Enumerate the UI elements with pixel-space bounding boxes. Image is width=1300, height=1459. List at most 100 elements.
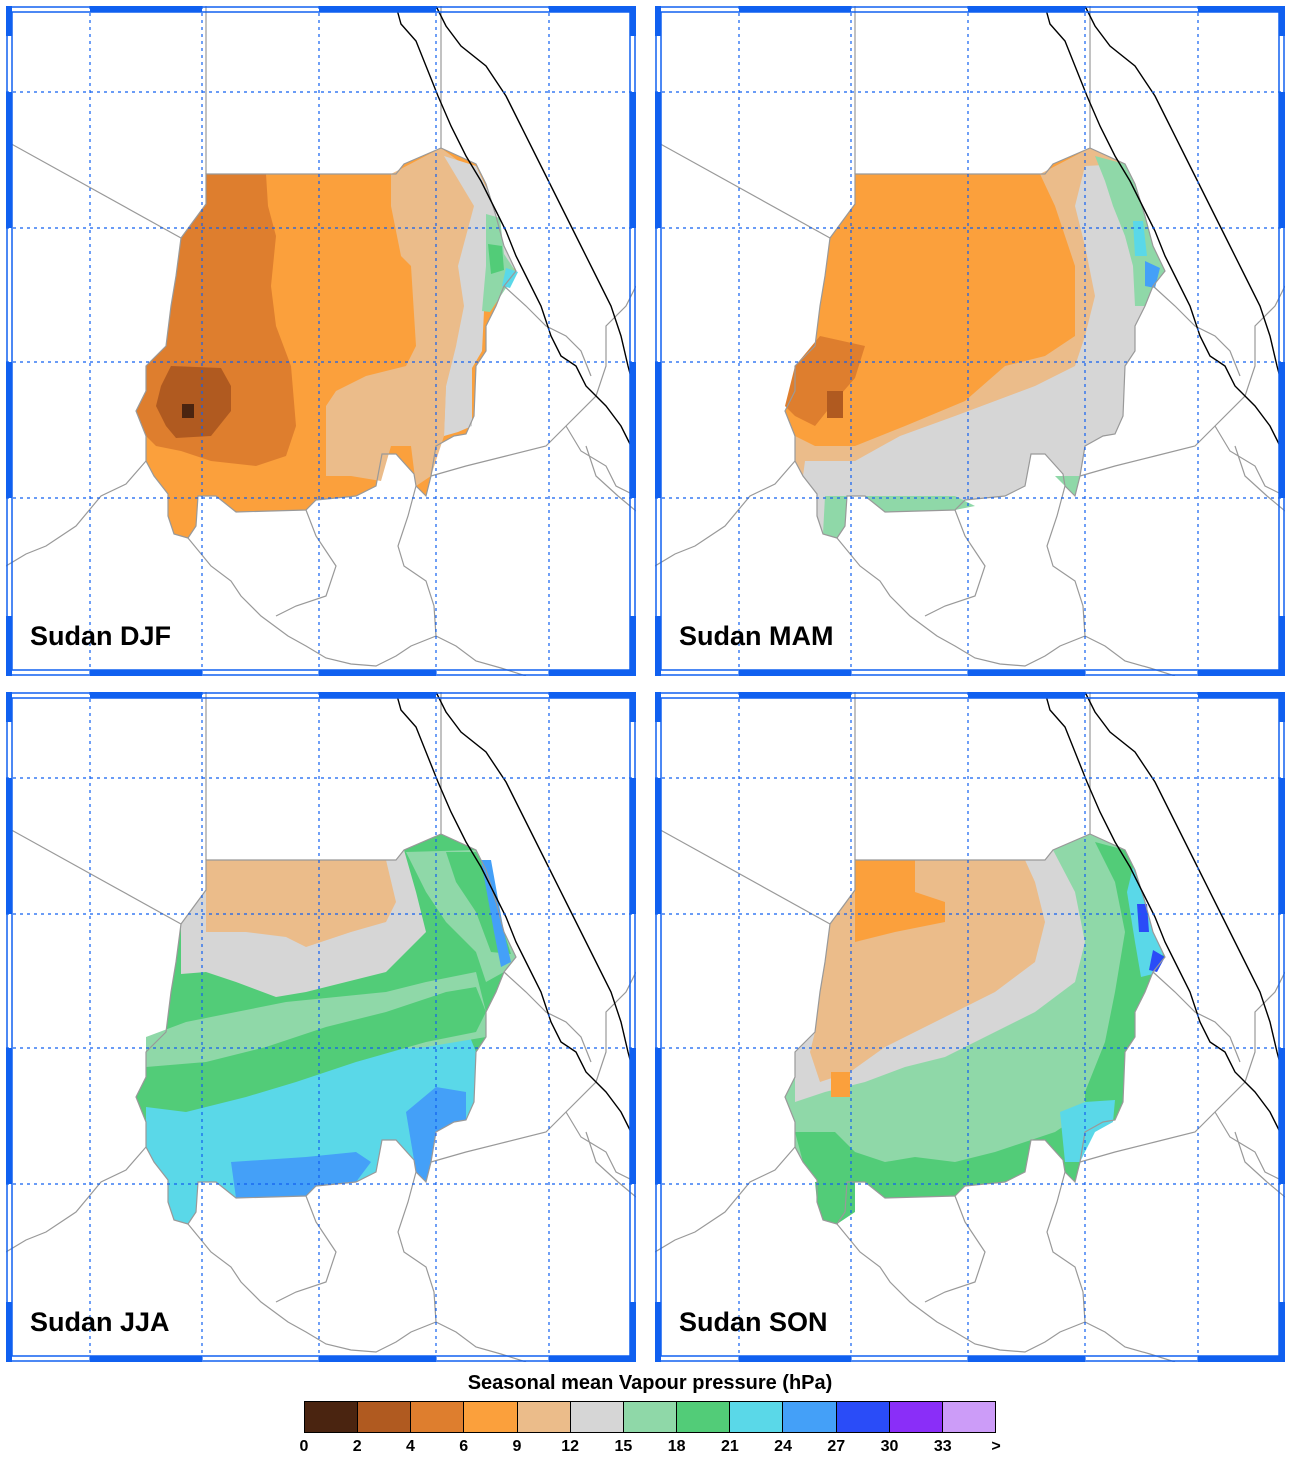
legend-title: Seasonal mean Vapour pressure (hPa) bbox=[467, 1372, 833, 1394]
country-border-line bbox=[6, 460, 147, 567]
frame-tick-right bbox=[630, 1048, 636, 1184]
coastline-line bbox=[435, 6, 636, 397]
vapour-pressure-area bbox=[182, 404, 194, 418]
vapour-pressure-area bbox=[785, 336, 865, 426]
frame-tick-left bbox=[6, 1048, 12, 1184]
vapour-pressure-area bbox=[827, 391, 843, 418]
frame-tick-top bbox=[968, 6, 1085, 12]
legend-tick-label: 12 bbox=[561, 1438, 580, 1455]
frame-tick-left bbox=[6, 692, 12, 722]
vapour-pressure-field bbox=[136, 148, 518, 538]
legend-swatch bbox=[888, 1401, 942, 1433]
legend-swatch bbox=[782, 1401, 836, 1433]
frame-tick-top bbox=[1198, 6, 1285, 12]
legend-tick-label: 27 bbox=[827, 1438, 846, 1455]
frame-tick-left bbox=[6, 362, 12, 498]
frame-tick-top bbox=[319, 692, 436, 698]
frame-tick-left bbox=[655, 1048, 661, 1184]
coastline bbox=[1044, 6, 1285, 457]
legend-swatch bbox=[304, 1401, 358, 1433]
vapour-pressure-area bbox=[146, 1027, 476, 1224]
legend-tick-label: 33 bbox=[933, 1438, 952, 1455]
frame-tick-bottom bbox=[90, 670, 202, 676]
frame-tick-top bbox=[549, 6, 636, 12]
frame-tick-bottom bbox=[739, 1356, 851, 1362]
country-border-line bbox=[1214, 425, 1285, 497]
country-border-line bbox=[836, 537, 1176, 676]
frame-tick-right bbox=[630, 92, 636, 228]
country-border-line bbox=[924, 509, 986, 617]
frame-tick-top bbox=[968, 692, 1085, 698]
country-border-line bbox=[430, 971, 636, 1163]
frame-tick-right bbox=[1279, 692, 1285, 722]
country-border-line bbox=[1079, 971, 1285, 1163]
country-border-line bbox=[397, 485, 437, 637]
vapour-pressure-area bbox=[231, 1152, 371, 1198]
vapour-pressure-area bbox=[206, 860, 396, 947]
coastline bbox=[395, 692, 636, 1143]
legend-tick-label: 21 bbox=[720, 1438, 739, 1455]
lat-lon-grid bbox=[655, 6, 1285, 676]
frame-tick-bottom bbox=[549, 1356, 636, 1362]
frame-tick-right bbox=[630, 6, 636, 36]
legend-swatch bbox=[463, 1401, 517, 1433]
country-border-line bbox=[924, 1195, 986, 1303]
map-canvas-son bbox=[655, 692, 1285, 1362]
country-borders bbox=[655, 692, 1285, 1362]
vapour-pressure-area bbox=[1137, 904, 1149, 932]
country-border-line bbox=[1152, 971, 1241, 1063]
frame-tick-left bbox=[6, 616, 12, 676]
legend-tick-label: 6 bbox=[459, 1438, 469, 1455]
country-border-line bbox=[430, 285, 636, 477]
sudan-border bbox=[784, 147, 1166, 539]
vapour-pressure-area bbox=[326, 148, 476, 486]
coastline bbox=[1044, 692, 1285, 1143]
frame-tick-right bbox=[1279, 92, 1285, 228]
frame-tick-left bbox=[655, 778, 661, 914]
frame-tick-bottom bbox=[549, 670, 636, 676]
vapour-pressure-field bbox=[136, 834, 516, 1224]
vapour-pressure-area bbox=[146, 987, 486, 1112]
frame-tick-right bbox=[1279, 362, 1285, 498]
coastline-line bbox=[1044, 6, 1285, 457]
vapour-pressure-area bbox=[855, 860, 945, 942]
country-border-line bbox=[1234, 445, 1285, 512]
legend-swatch bbox=[410, 1401, 464, 1433]
coastline-line bbox=[1084, 6, 1285, 397]
frame-tick-bottom bbox=[968, 670, 1085, 676]
coastline-line bbox=[1084, 692, 1285, 1083]
frame-tick-top bbox=[1198, 692, 1285, 698]
legend-swatch bbox=[676, 1401, 730, 1433]
country-border-line bbox=[187, 1223, 527, 1362]
country-border-line bbox=[6, 140, 182, 239]
country-border-line bbox=[1214, 1111, 1285, 1183]
map-panel-djf: Sudan DJF bbox=[6, 6, 636, 676]
frame-tick-right bbox=[630, 1302, 636, 1362]
legend-tick-label: 4 bbox=[406, 1438, 415, 1455]
coastline-line bbox=[435, 692, 636, 1083]
frame-tick-top bbox=[549, 692, 636, 698]
coastline-line bbox=[1044, 692, 1285, 1143]
lat-lon-grid bbox=[6, 692, 636, 1362]
vapour-pressure-field bbox=[785, 148, 1165, 538]
country-border-line bbox=[585, 445, 636, 512]
frame-tick-top bbox=[319, 6, 436, 12]
frame-tick-right bbox=[630, 692, 636, 722]
vapour-pressure-area bbox=[803, 164, 1165, 538]
vapour-pressure-field bbox=[785, 834, 1165, 1224]
frame-tick-top bbox=[90, 692, 202, 698]
frame-ticks bbox=[6, 692, 636, 1362]
frame-tick-left bbox=[6, 778, 12, 914]
frame-tick-right bbox=[1279, 1302, 1285, 1362]
country-borders bbox=[6, 6, 636, 676]
country-border-line bbox=[1046, 485, 1086, 637]
frame-tick-right bbox=[1279, 1048, 1285, 1184]
map-canvas-djf bbox=[6, 6, 636, 676]
country-border-line bbox=[655, 460, 796, 567]
legend-tick-label: 24 bbox=[774, 1438, 792, 1455]
map-panel-jja: Sudan JJA bbox=[6, 692, 636, 1362]
frame-tick-top bbox=[739, 692, 851, 698]
frame-tick-left bbox=[6, 1302, 12, 1362]
frame-tick-right bbox=[1279, 6, 1285, 36]
frame-tick-bottom bbox=[319, 670, 436, 676]
